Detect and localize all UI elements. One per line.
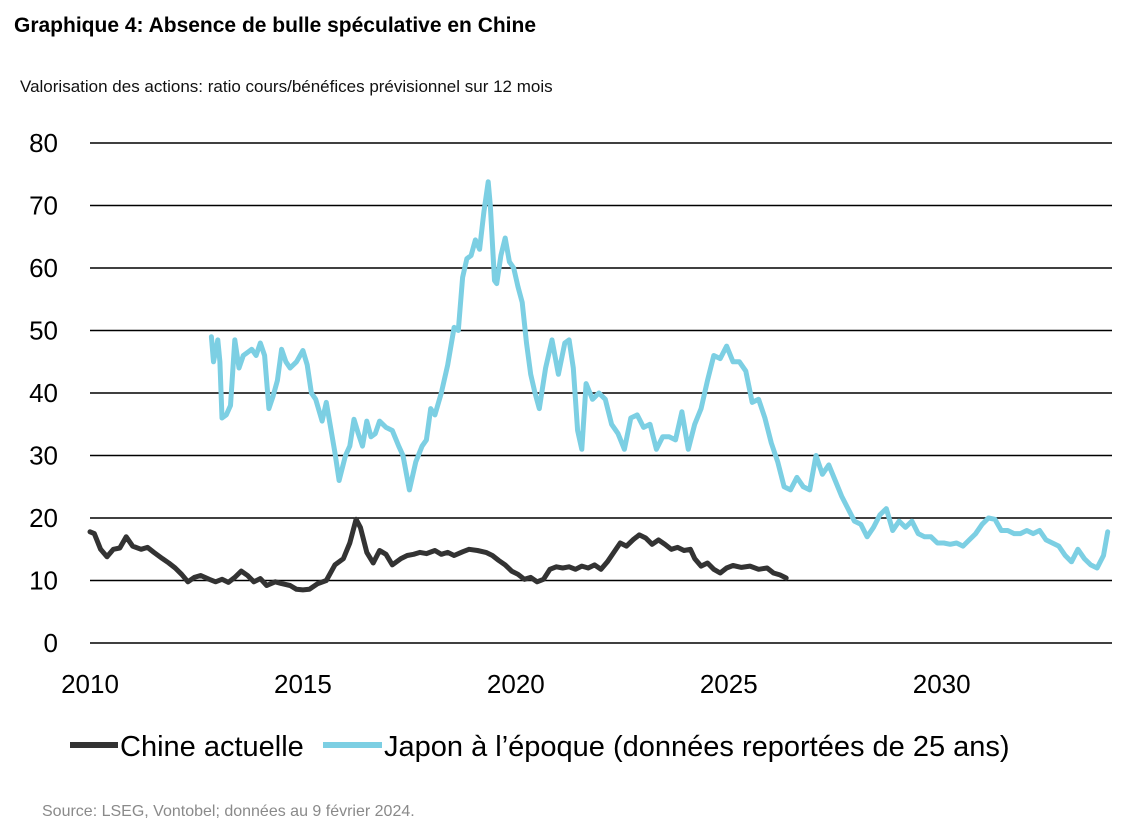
legend-label-0: Chine actuelle	[120, 731, 304, 763]
y-axis-ticks: 0 10 20 30 40 50 60 70 80	[29, 128, 58, 658]
x-tick-label: 2030	[913, 669, 971, 699]
x-tick-label: 2010	[61, 669, 119, 699]
source-note: Source: LSEG, Vontobel; données au 9 fév…	[42, 803, 415, 820]
y-tick-label: 10	[29, 566, 58, 596]
chart-subtitle: Valorisation des actions: ratio cours/bé…	[20, 77, 553, 96]
chart-title: Graphique 4: Absence de bulle spéculativ…	[14, 14, 537, 37]
x-tick-label: 2020	[487, 669, 545, 699]
series-lines	[87, 179, 1111, 593]
legend-label-1: Japon à l’époque (données reportées de 2…	[384, 731, 1010, 763]
x-axis-ticks: 2010 2015 2020 2025 2030	[61, 669, 971, 699]
x-tick-label: 2025	[700, 669, 758, 699]
y-tick-label: 20	[29, 503, 58, 533]
series-line-1	[208, 179, 1111, 571]
y-tick-label: 70	[29, 191, 58, 221]
y-tick-label: 80	[29, 128, 58, 158]
y-tick-label: 0	[44, 628, 58, 658]
y-tick-label: 50	[29, 316, 58, 346]
x-tick-label: 2015	[274, 669, 332, 699]
y-tick-label: 60	[29, 253, 58, 283]
y-tick-label: 30	[29, 441, 58, 471]
series-line-0	[87, 516, 789, 593]
legend: Chine actuelle Japon à l’époque (données …	[70, 731, 1010, 763]
y-tick-label: 40	[29, 378, 58, 408]
